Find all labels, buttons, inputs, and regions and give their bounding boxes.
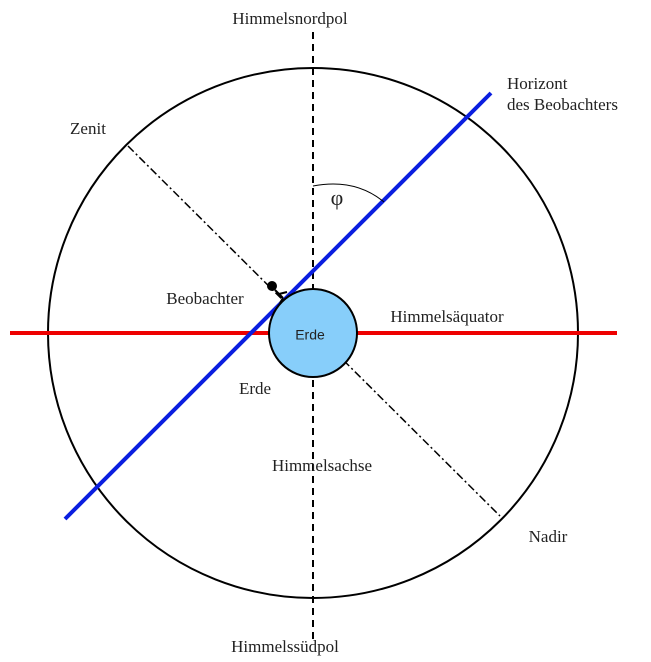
label: Horizont [507, 74, 568, 93]
label: Nadir [529, 527, 568, 546]
label: Erde [295, 327, 325, 343]
label: Erde [239, 379, 271, 398]
diagram: Himmelsnordpol Horizont des Beobachters … [0, 0, 651, 662]
phi-arc [313, 184, 384, 202]
label: Beobachter [166, 289, 244, 308]
label: Himmelsachse [272, 456, 372, 475]
label: Himmelsäquator [390, 307, 504, 326]
label: Zenit [70, 119, 106, 138]
label: des Beobachters [507, 95, 618, 114]
label: Himmelssüdpol [231, 637, 339, 656]
label: φ [331, 185, 344, 210]
label: Himmelsnordpol [232, 9, 347, 28]
